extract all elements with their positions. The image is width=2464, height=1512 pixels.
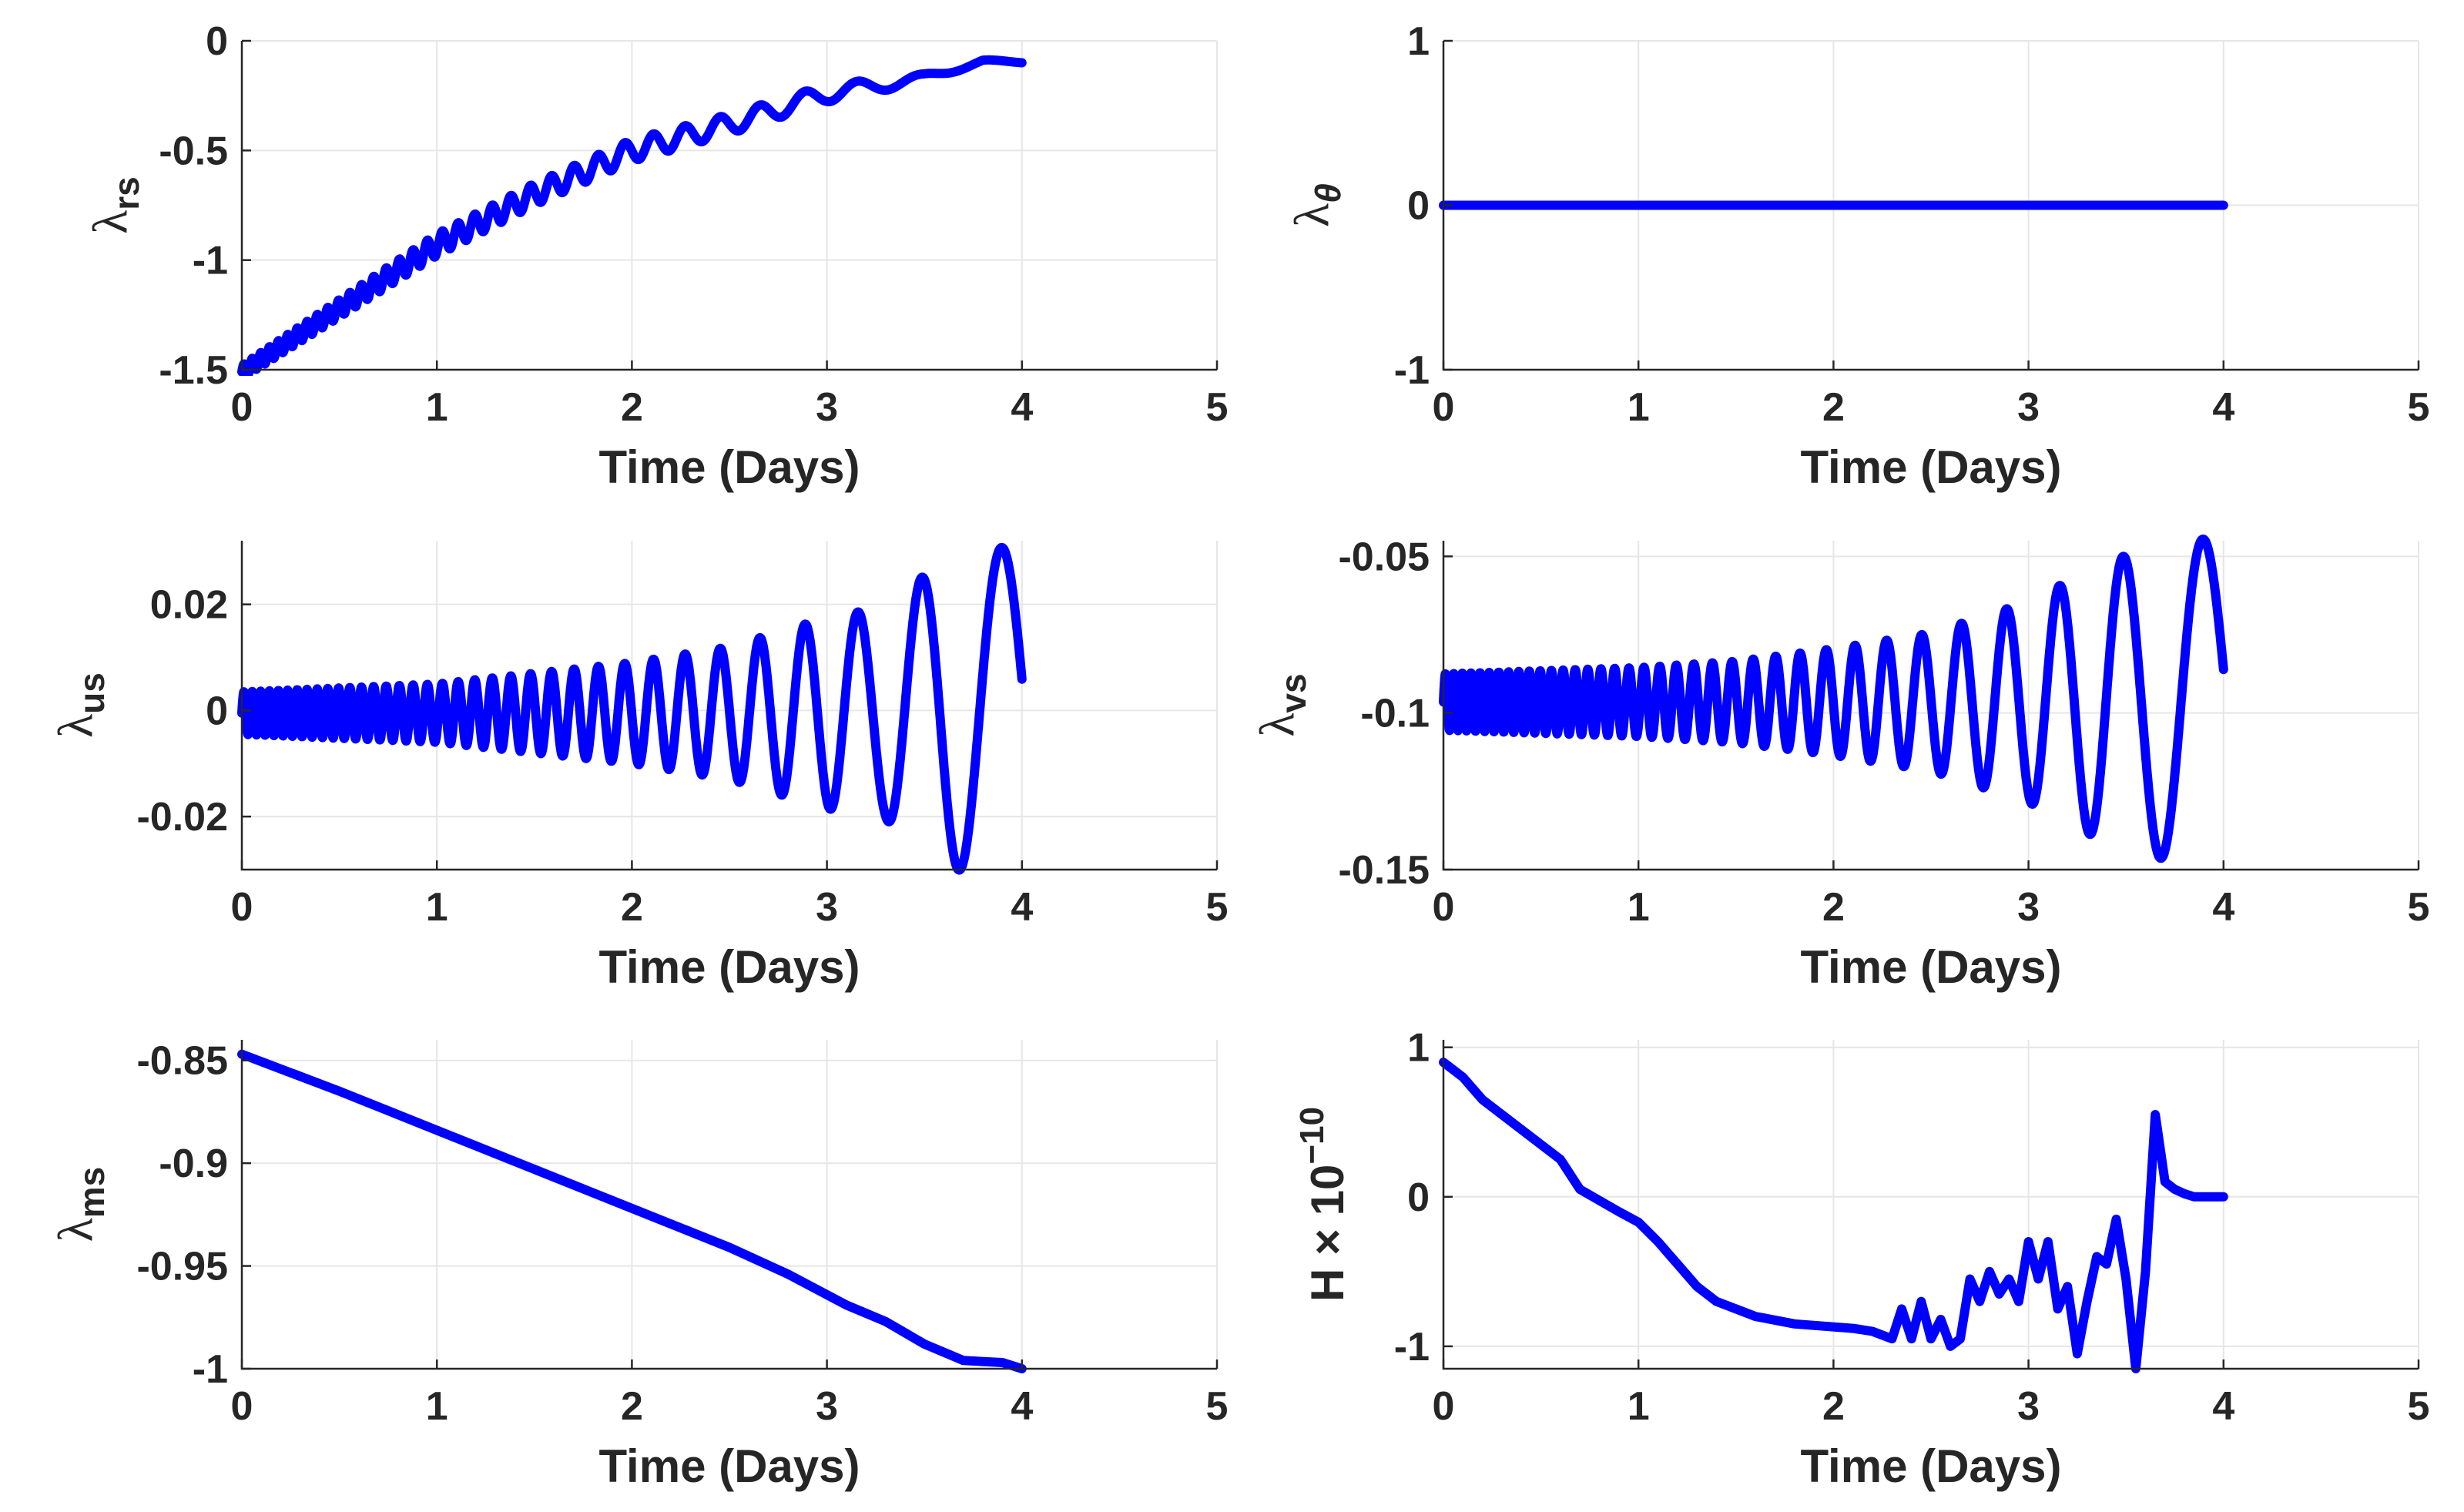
axes-frame: [1442, 1040, 2419, 1370]
x-axis-label: Time (Days): [1800, 1440, 2061, 1492]
y-axis-label-text: λus: [48, 672, 112, 738]
x-tick-label: 3: [2017, 1384, 2040, 1429]
y-tick-label: -0.9: [159, 1142, 228, 1186]
x-tick-label: 5: [1206, 885, 1229, 930]
x-axis-label: Time (Days): [598, 941, 860, 993]
subplot-lambda_rs: 0 1 2 3 4 5 -1.5 -1 -0.5 0 Time (Days) λrs: [82, 19, 1228, 493]
y-tick-label: -0.15: [1338, 848, 1430, 893]
y-tick-label: -1: [193, 1347, 228, 1392]
y-tick-label: -0.1: [1360, 692, 1430, 736]
x-tick-label: 2: [621, 885, 643, 930]
x-tick-label: 0: [231, 385, 253, 430]
x-tick-label: 4: [2212, 1384, 2234, 1429]
x-tick-label: 2: [1822, 1384, 1845, 1429]
x-tick-label: 2: [1822, 385, 1845, 430]
y-axis-label-text: λvs: [1249, 673, 1313, 736]
x-tick-label: 2: [1822, 885, 1845, 930]
y-tick-label: 0: [1407, 1175, 1430, 1220]
series-line-lambda_ms: [237, 1049, 1027, 1373]
x-tick-label: 4: [2212, 385, 2234, 430]
x-axis-label: Time (Days): [1800, 441, 2061, 493]
y-tick-label: 0: [206, 19, 228, 64]
x-tick-label: 0: [1433, 1384, 1455, 1429]
y-tick-label: -1.5: [159, 348, 228, 393]
x-tick-label: 3: [816, 385, 838, 430]
y-axis-label: λrs: [82, 176, 146, 234]
series-line-lambda_vs: [1439, 535, 2228, 863]
x-tick-label: 5: [1206, 1384, 1229, 1429]
y-tick-label: -0.85: [136, 1039, 228, 1084]
x-tick-label: 0: [1433, 885, 1455, 930]
x-tick-label: 3: [816, 1384, 838, 1429]
x-tick-label: 5: [2408, 1384, 2430, 1429]
subplot-lambda_ms: 0 1 2 3 4 5 -1 -0.95 -0.9 -0.85 Time (Days) λms: [48, 1039, 1228, 1492]
y-tick-label: 1: [1407, 1026, 1430, 1071]
y-tick-label: 0.02: [150, 583, 228, 628]
x-tick-label: 4: [1011, 1384, 1033, 1429]
x-tick-label: 3: [2017, 385, 2040, 430]
y-axis-label-text: λrs: [82, 176, 146, 234]
y-tick-label: -0.95: [136, 1245, 228, 1289]
x-tick-label: 1: [426, 1384, 448, 1429]
x-axis-label: Time (Days): [1800, 941, 2061, 993]
x-tick-label: 1: [1628, 1384, 1650, 1429]
x-axis-label: Time (Days): [598, 1440, 860, 1492]
x-tick-label: 2: [621, 385, 643, 430]
subplot-lambda_vs: 0 1 2 3 4 5 -0.15 -0.1 -0.05 Time (Days) λvs: [1249, 535, 2429, 993]
y-tick-label: -1: [1394, 1325, 1430, 1370]
y-tick-label: -0.05: [1338, 535, 1430, 579]
y-tick-label: -1: [193, 239, 228, 283]
x-tick-label: 5: [2408, 385, 2430, 430]
y-tick-label: 1: [1407, 19, 1430, 64]
y-tick-label: -0.02: [136, 795, 228, 840]
x-tick-label: 5: [1206, 385, 1229, 430]
series-line-lambda_us: [237, 542, 1027, 875]
x-tick-label: 3: [2017, 885, 2040, 930]
x-tick-label: 1: [426, 885, 448, 930]
x-tick-label: 1: [426, 385, 448, 430]
axes-frame: [240, 41, 1217, 371]
y-tick-label: -1: [1394, 348, 1430, 393]
y-tick-label: 0: [206, 689, 228, 733]
x-tick-label: 1: [1628, 885, 1650, 930]
y-tick-label: -0.5: [159, 129, 228, 173]
x-axis-label: Time (Days): [598, 441, 860, 493]
y-axis-label-text: λθ: [1284, 183, 1348, 227]
y-axis-label: λms: [48, 1167, 112, 1242]
y-axis-label-text: H × 10−10: [1293, 1107, 1353, 1302]
x-tick-label: 4: [1011, 885, 1033, 930]
y-axis-label: λvs: [1249, 673, 1313, 736]
y-axis-label: λus: [48, 672, 112, 738]
x-tick-label: 0: [231, 885, 253, 930]
x-tick-label: 4: [1011, 385, 1033, 430]
y-tick-label: 0: [1407, 184, 1430, 229]
x-tick-label: 2: [621, 1384, 643, 1429]
x-tick-label: 4: [2212, 885, 2234, 930]
x-tick-label: 3: [816, 885, 838, 930]
x-tick-label: 1: [1628, 385, 1650, 430]
y-axis-label: λθ: [1284, 183, 1348, 227]
y-axis-label-text: λms: [48, 1167, 112, 1242]
series-line-hamiltonian: [1439, 1058, 2228, 1373]
series-line-lambda_rs: [237, 55, 1027, 376]
x-tick-label: 5: [2408, 885, 2430, 930]
y-axis-label: H × 10−10: [1293, 1107, 1353, 1302]
x-tick-label: 0: [231, 1384, 253, 1429]
x-tick-label: 0: [1433, 385, 1455, 430]
axes-frame: [240, 1040, 1217, 1370]
